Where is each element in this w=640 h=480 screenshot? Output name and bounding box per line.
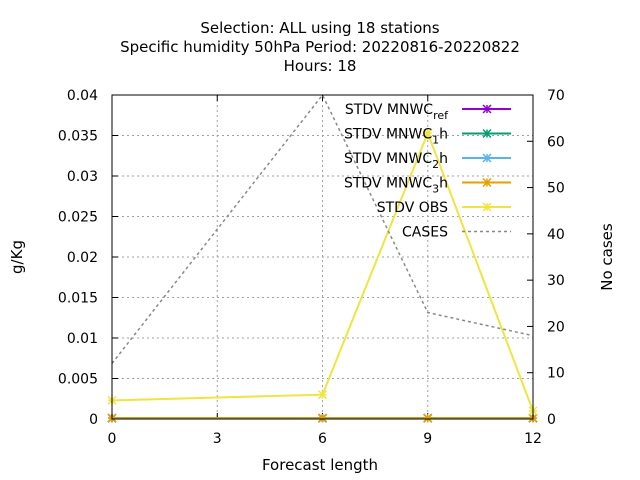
y-tick-label: 0 [89,412,98,428]
y2-tick-label: 40 [547,227,565,243]
legend-label-main: STDV MNWC [345,102,433,118]
x-tick-label: 12 [524,431,542,447]
series-cases [111,93,534,364]
y-axis-label: g/Kg [8,240,26,274]
title-line-2: Specific humidity 50hPa Period: 20220816… [120,38,520,56]
legend-label-subscript: 2 [432,158,439,171]
y2-tick-label: 10 [547,366,565,382]
y2-axis-label: No cases [598,223,616,291]
x-tick-label: 3 [213,431,222,447]
y-tick-label: 0.04 [67,88,98,104]
y2-tick-label: 20 [547,319,565,335]
title-line-1: Selection: ALL using 18 stations [200,19,439,37]
y2-tick-label: 30 [547,273,565,289]
legend-label: STDV MNWC3h [344,176,448,196]
y-tick-label: 0.005 [58,372,98,388]
legend-label: STDV MNWC1h [344,127,448,147]
title-line-3: Hours: 18 [284,57,357,75]
legend-label-suffix: h [439,176,448,192]
series-stdv-mnwc-3h [107,413,538,423]
y-tick-label: 0.02 [67,250,98,266]
legend-label-main: CASES [402,225,448,241]
legend-label: STDV MNWC2h [344,151,448,171]
y-tick-label: 0.03 [67,169,98,185]
series-line [111,130,534,412]
legend-label-main: STDV MNWC [344,176,432,192]
y2-tick-label: 70 [547,88,565,104]
x-axis-label: Forecast length [262,456,378,474]
grid [112,95,533,419]
legend-label-subscript: 1 [432,134,439,147]
legend-label: STDV OBS [377,200,448,216]
y-tick-label: 0.025 [58,210,98,226]
legend-label-main: STDV MNWC [344,127,432,143]
legend-label-main: STDV OBS [377,200,448,216]
legend-label: CASES [402,225,448,241]
legend-label-main: STDV MNWC [344,151,432,167]
plot-frame [111,94,534,420]
legend-label-suffix: h [439,127,448,143]
ticks: 0 3 6 9 1200.0050.010.0150.020.0250.030.0350… [58,88,565,447]
legend-label-subscript: 3 [432,183,439,196]
y-tick-label: 0.01 [67,331,98,347]
chart-title: Selection: ALL using 18 stations Specifi… [120,19,520,75]
legend-label: STDV MNWCref [345,102,449,122]
y2-tick-label: 0 [547,412,556,428]
y-tick-label: 0.015 [58,291,98,307]
x-tick-label: 6 [318,431,327,447]
series-line [111,93,534,364]
x-tick-label: 9 [423,431,432,447]
y2-tick-label: 60 [547,134,565,150]
series-layer [107,93,538,423]
y2-tick-label: 50 [547,181,565,197]
x-tick-label: 0 [108,431,117,447]
y-tick-label: 0.035 [58,129,98,145]
legend-label-subscript: ref [433,109,449,122]
legend-label-suffix: h [439,151,448,167]
